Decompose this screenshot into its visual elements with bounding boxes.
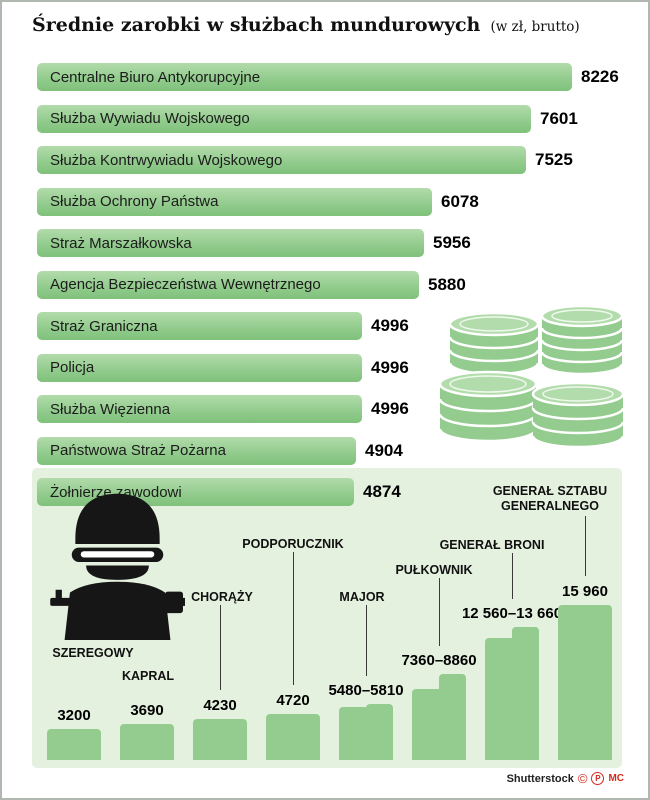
salary-bar-value: 5956: [433, 233, 471, 252]
salary-bar: Służba Ochrony Państwa: [37, 187, 432, 216]
rank-label: MAJOR: [339, 590, 385, 604]
rank-bar: [558, 605, 612, 760]
salary-bar-label: Żołnierze zawodowi: [50, 483, 182, 501]
salary-bar-row: Służba Ochrony Państwa 6078: [37, 187, 642, 216]
rank-connector-line: [366, 605, 367, 676]
salary-bar: Żołnierze zawodowi: [37, 478, 354, 506]
salary-bar-label: Agencja Bezpieczeństwa Wewnętrznego: [50, 276, 321, 293]
rank-value: 15 960: [562, 583, 608, 600]
rank-bar-min-segment: [339, 707, 366, 760]
salary-bar: Straż Graniczna: [37, 312, 362, 340]
salary-bar-label: Służba Kontrwywiadu Wojskowego: [50, 151, 283, 169]
rank-value: 3690: [130, 702, 164, 719]
salary-bar-value: 7525: [535, 150, 573, 169]
rank-value: 4230: [203, 697, 237, 714]
salary-bar-row: Policja 4996: [37, 353, 642, 382]
rank-connector-line: [439, 578, 440, 646]
salary-bar-label: Straż Graniczna: [50, 317, 158, 335]
rank-connector-line: [585, 516, 586, 576]
salary-bar-row: Centralne Biuro Antykorupcyjne 8226: [37, 63, 642, 91]
salary-bar: Agencja Bezpieczeństwa Wewnętrznego: [37, 270, 419, 299]
salary-bars: Centralne Biuro Antykorupcyjne 8226 Służba…: [37, 63, 642, 520]
rank-bar: [412, 674, 466, 760]
salary-bar-value: 7601: [540, 108, 578, 128]
rank-connector-line: [220, 605, 221, 690]
salary-bar-value: 6078: [441, 191, 479, 211]
salary-bar-value: 4874: [363, 482, 401, 501]
salary-bar-row: Służba Więzienna 4996: [37, 395, 642, 423]
rank-bar: [339, 704, 393, 760]
salary-bar-value: 4996: [371, 357, 409, 377]
salary-bar: Państwowa Straż Pożarna: [37, 436, 356, 465]
copyright-icon: ©: [577, 771, 588, 786]
salary-bar-label: Państwowa Straż Pożarna: [50, 442, 226, 459]
salary-bar-row: Służba Kontrwywiadu Wojskowego 7525: [37, 146, 642, 174]
salary-bar-row: Straż Graniczna 4996: [37, 312, 642, 340]
credit-text: Shutterstock: [506, 772, 574, 785]
title-unit: (w zł, brutto): [490, 19, 580, 35]
rank-bar: [266, 714, 320, 760]
salary-bar-row: Agencja Bezpieczeństwa Wewnętrznego 5880: [37, 270, 642, 299]
salary-bar-value: 4996: [371, 316, 409, 335]
rank-label: GENERAŁ SZTABU GENERALNEGO: [492, 484, 608, 513]
rank-label: PUŁKOWNIK: [395, 563, 473, 577]
page-title: Średnie zarobki w służbach mundurowych (…: [32, 14, 580, 36]
salary-bar-label: Służba Wywiadu Wojskowego: [50, 110, 250, 127]
salary-bar-value: 4904: [365, 440, 403, 460]
rank-value: 7360–8860: [401, 652, 477, 669]
rank-bar-max-segment: [439, 674, 466, 760]
salary-bar-label: Straż Marszałkowska: [50, 234, 192, 252]
salary-bar: Centralne Biuro Antykorupcyjne: [37, 63, 572, 91]
salary-bar: Służba Wywiadu Wojskowego: [37, 104, 531, 133]
rank-value: 12 560–13 660: [461, 605, 563, 622]
salary-bar-value: 8226: [581, 67, 619, 86]
title-text: Średnie zarobki w służbach mundurowych: [32, 14, 481, 36]
coins-icon: [438, 304, 625, 449]
salary-bar: Policja: [37, 353, 362, 382]
footer-credit: Shutterstock © P MC: [507, 772, 624, 785]
rank-label: GENERAŁ BRONI: [439, 538, 545, 552]
soldier-icon: [50, 493, 185, 640]
rank-label: PODPORUCZNIK: [242, 537, 344, 551]
salary-bar-value: 4996: [371, 399, 409, 418]
rank-label: SZEREGOWY: [52, 646, 134, 660]
mc-mark: MC: [608, 773, 624, 784]
p-mark-icon: P: [591, 772, 605, 785]
rank-bar: [47, 729, 101, 760]
rank-bar-max-segment: [366, 704, 393, 760]
rank-bar-max-segment: [512, 627, 539, 760]
salary-bar-row: Żołnierze zawodowi 4874: [37, 478, 642, 506]
rank-bar-min-segment: [485, 638, 512, 760]
salary-bar-label: Policja: [50, 359, 95, 376]
rank-value: 4720: [276, 692, 310, 709]
salary-bar-value: 5880: [428, 274, 466, 294]
rank-label: CHORĄŻY: [191, 590, 253, 604]
rank-label: KAPRAL: [121, 669, 175, 683]
rank-value: 3200: [57, 707, 91, 724]
salary-bar-label: Centralne Biuro Antykorupcyjne: [50, 68, 261, 86]
salary-bar: Służba Więzienna: [37, 395, 362, 423]
salary-bar-row: Państwowa Straż Pożarna 4904: [37, 436, 642, 465]
salary-bar-label: Służba Ochrony Państwa: [50, 193, 219, 210]
rank-bar: [120, 724, 174, 760]
rank-connector-line: [512, 553, 513, 599]
salary-bar-row: Straż Marszałkowska 5956: [37, 229, 642, 257]
salary-bar: Służba Kontrwywiadu Wojskowego: [37, 146, 526, 174]
rank-bar: [193, 719, 247, 760]
salary-bar: Straż Marszałkowska: [37, 229, 424, 257]
rank-bar: [485, 627, 539, 760]
salary-bar-row: Służba Wywiadu Wojskowego 7601: [37, 104, 642, 133]
rank-bar-min-segment: [412, 689, 439, 760]
rank-connector-line: [293, 552, 294, 685]
salary-bar-label: Służba Więzienna: [50, 400, 171, 418]
rank-value: 5480–5810: [328, 682, 404, 699]
